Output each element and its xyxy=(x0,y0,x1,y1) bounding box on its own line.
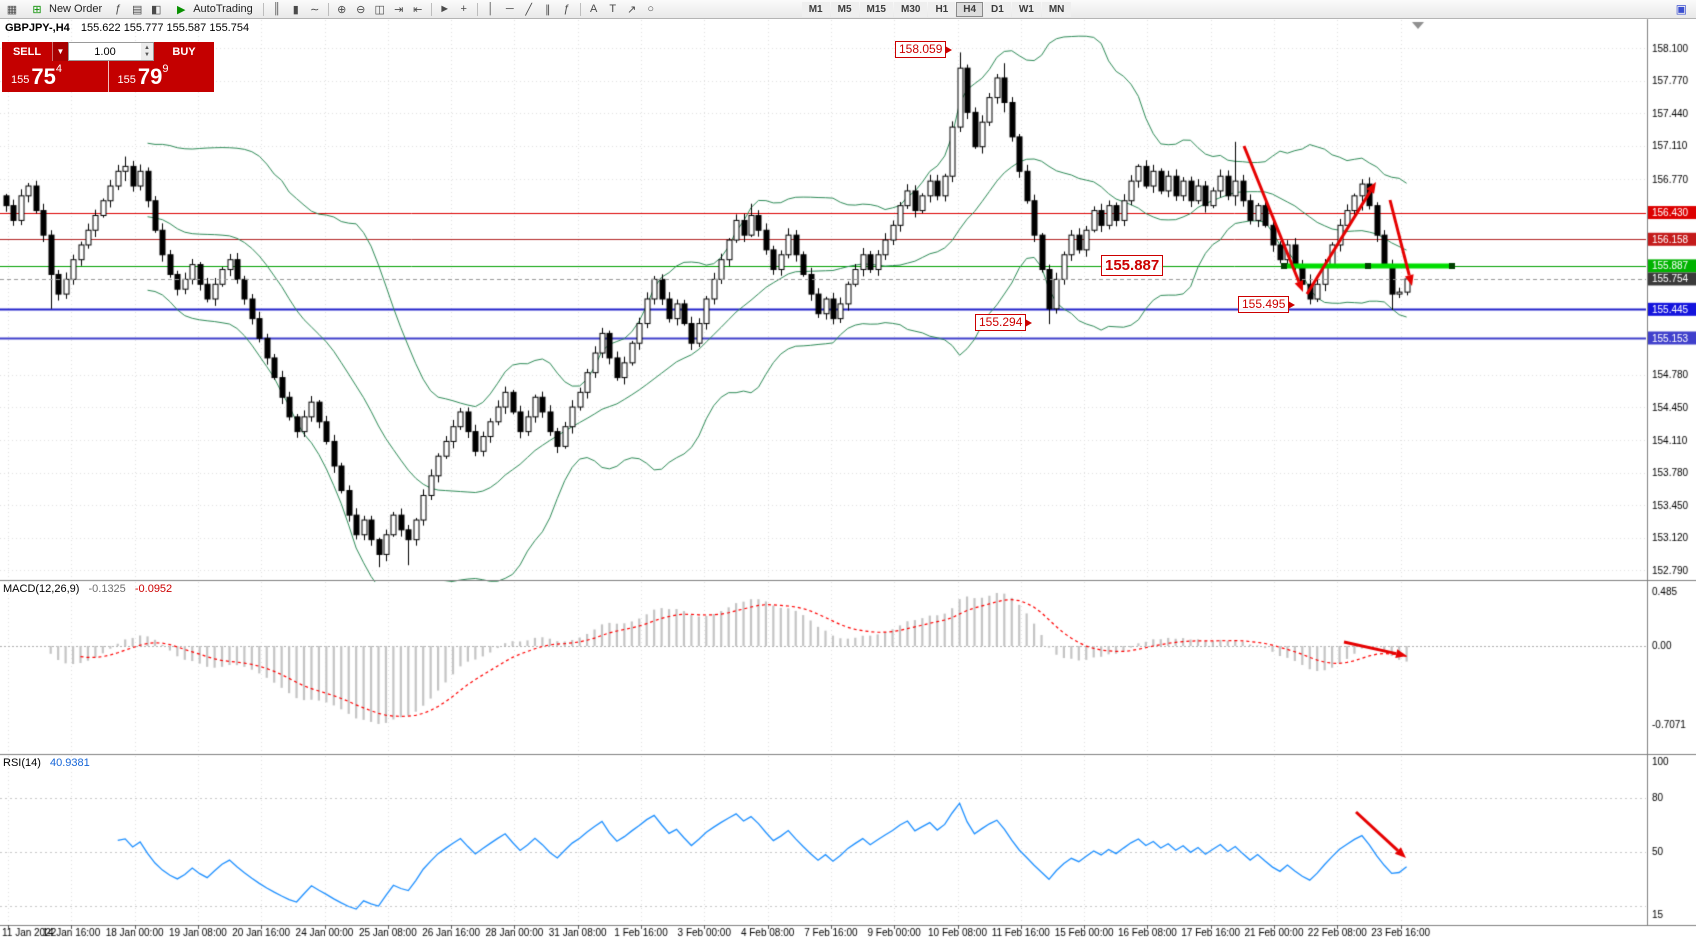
zoom-in-icon[interactable]: ⊕ xyxy=(337,3,347,16)
toolbar-separator xyxy=(327,2,329,16)
toolbar-separator xyxy=(579,2,581,16)
sell-price-pipette: 4 xyxy=(55,63,62,75)
macd-panel-label: MACD(12,26,9) -0.1325 -0.0952 xyxy=(3,583,172,595)
fibonacci-icon[interactable]: ƒ xyxy=(563,3,570,15)
shapes-icon[interactable]: ○ xyxy=(647,3,655,15)
candlestick-chart-icon[interactable]: ▮ xyxy=(292,3,299,16)
timeframe-w1[interactable]: W1 xyxy=(1011,1,1041,17)
sell-price-pips: 75 xyxy=(31,64,56,89)
annotation-swing-low-price[interactable]: 155.495 xyxy=(1238,296,1296,313)
sell-dropdown[interactable]: ▼ xyxy=(52,42,68,61)
buy-price-pips: 79 xyxy=(137,64,163,89)
quote-header: GBPJPY-,H4 155.622 155.777 155.587 155.7… xyxy=(5,22,249,34)
chart-shift-icon[interactable]: ⇤ xyxy=(413,3,423,16)
macd-signal-value: -0.0952 xyxy=(134,583,173,595)
volume-increase-icon[interactable]: ▲ xyxy=(144,44,150,51)
bar-chart-icon[interactable]: ║ xyxy=(272,3,281,15)
sell-price-prefix: 155 xyxy=(11,74,30,86)
volume-input[interactable] xyxy=(69,43,141,60)
horizontal-line-icon[interactable]: ─ xyxy=(505,3,514,15)
trendline-icon[interactable]: ╱ xyxy=(525,3,533,16)
autotrading-button[interactable]: ▶ AutoTrading xyxy=(166,1,259,17)
new-order-icon: ⊞ xyxy=(32,3,42,16)
timeframe-mn[interactable]: MN xyxy=(1041,1,1072,17)
auto-scroll-icon[interactable]: ⇥ xyxy=(394,3,404,16)
timeframe-h1[interactable]: H1 xyxy=(928,1,956,17)
toolbar-separator xyxy=(262,2,264,16)
autotrading-play-icon: ▶ xyxy=(176,3,186,16)
strategy-tester-icon[interactable]: ◧ xyxy=(150,3,162,16)
autotrading-label: AutoTrading xyxy=(193,3,253,15)
timeframe-m5[interactable]: M5 xyxy=(830,1,859,17)
vertical-line-icon[interactable]: │ xyxy=(487,3,495,15)
symbol-period: GBPJPY-,H4 xyxy=(5,22,70,34)
timeframe-h4[interactable]: H4 xyxy=(956,1,984,17)
line-chart-icon[interactable]: ∼ xyxy=(310,3,320,16)
new-order-button[interactable]: ⊞ New Order xyxy=(22,1,108,17)
cursor-icon[interactable]: ► xyxy=(439,3,451,15)
annotation-low-price[interactable]: 155.294 xyxy=(975,314,1033,331)
timeframe-m15[interactable]: M15 xyxy=(859,1,893,17)
timeframe-m30[interactable]: M30 xyxy=(893,1,928,17)
ohlc-values: 155.622 155.777 155.587 155.754 xyxy=(80,22,250,34)
buy-price-prefix: 155 xyxy=(117,74,136,86)
rsi-value: 40.9381 xyxy=(49,757,90,769)
toolbar-separator xyxy=(430,2,432,16)
buy-price-pipette: 9 xyxy=(162,63,169,75)
annotation-peak-price[interactable]: 158.059 xyxy=(895,41,953,58)
expert-advisors-icon[interactable]: ƒ xyxy=(115,3,122,15)
buy-price-button[interactable]: 155 79 9 xyxy=(107,61,215,92)
new-order-label: New Order xyxy=(49,3,103,15)
rsi-name: RSI(14) xyxy=(3,757,41,769)
annotation-level-price[interactable]: 155.887 xyxy=(1101,255,1164,276)
arrows-tool-icon[interactable]: ↗ xyxy=(627,3,637,16)
volume-decrease-icon[interactable]: ▼ xyxy=(144,51,150,58)
crosshair-icon[interactable]: + xyxy=(460,3,467,15)
chart-window-icon[interactable]: ▦ xyxy=(6,3,18,16)
timeframe-m1[interactable]: M1 xyxy=(801,1,830,17)
tile-windows-icon[interactable]: ◫ xyxy=(374,3,385,16)
text-icon[interactable]: A xyxy=(590,3,598,15)
sell-button[interactable]: SELL xyxy=(2,42,52,61)
buy-button[interactable]: BUY xyxy=(154,42,214,61)
sell-price-button[interactable]: 155 75 4 xyxy=(2,61,108,92)
toolbar: ▦ ⊞ New Order ƒ ▤ ◧ ▶ AutoTrading ║ ▮ ∼ … xyxy=(0,0,1696,19)
timeframe-d1[interactable]: D1 xyxy=(984,1,1011,17)
macd-name: MACD(12,26,9) xyxy=(3,583,80,595)
text-label-icon[interactable]: T xyxy=(609,3,617,15)
one-click-trading-panel: SELL ▼ ▲ ▼ BUY 155 75 4 155 79 9 xyxy=(2,42,214,92)
toolbar-separator xyxy=(476,2,478,16)
zoom-out-icon[interactable]: ⊖ xyxy=(356,3,366,16)
macd-main-value: -0.1325 xyxy=(88,583,126,595)
channel-icon[interactable]: ∥ xyxy=(544,3,551,16)
terminal-icon[interactable]: ▤ xyxy=(131,3,143,16)
window-menu-icon[interactable]: ▣ xyxy=(1675,2,1687,16)
rsi-panel-label: RSI(14) 40.9381 xyxy=(3,757,90,769)
